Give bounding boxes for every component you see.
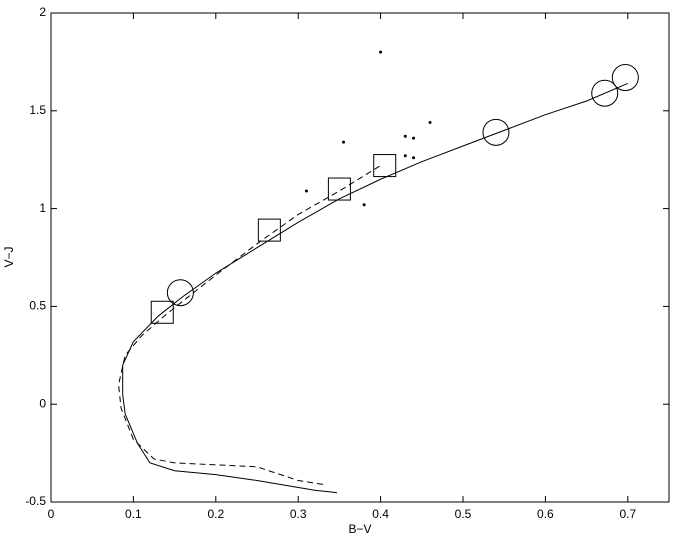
circle-marker bbox=[611, 64, 639, 92]
dot bbox=[403, 154, 407, 158]
dot bbox=[362, 203, 366, 207]
x-tick-label: 0.6 bbox=[537, 507, 554, 521]
x-tick-label: 0.4 bbox=[372, 507, 389, 521]
solid-line bbox=[122, 82, 628, 494]
y-tick-label: 1 bbox=[39, 201, 46, 215]
dot bbox=[403, 134, 407, 138]
x-axis-label: B−V bbox=[348, 522, 371, 536]
square-marker bbox=[373, 154, 397, 178]
plot-frame bbox=[50, 12, 670, 503]
dot bbox=[412, 156, 416, 160]
dot bbox=[412, 136, 416, 140]
square-marker bbox=[327, 177, 351, 201]
y-tick-label: -0.5 bbox=[25, 494, 46, 508]
y-tick-label: 0.5 bbox=[29, 299, 46, 313]
x-tick-label: 0 bbox=[48, 507, 55, 521]
dot bbox=[304, 189, 308, 193]
x-tick-label: 0.2 bbox=[207, 507, 224, 521]
circle-marker bbox=[591, 79, 619, 107]
y-tick-label: 0 bbox=[39, 396, 46, 410]
circle-marker bbox=[482, 118, 510, 146]
y-tick-label: 1.5 bbox=[29, 103, 46, 117]
dot bbox=[379, 50, 383, 54]
x-tick-label: 0.7 bbox=[619, 507, 636, 521]
y-axis-label: V−J bbox=[2, 246, 16, 267]
square-marker bbox=[150, 300, 174, 324]
dot bbox=[428, 121, 432, 125]
x-tick-label: 0.1 bbox=[125, 507, 142, 521]
x-tick-label: 0.5 bbox=[455, 507, 472, 521]
dot bbox=[342, 140, 346, 144]
dashed-line bbox=[118, 165, 381, 485]
square-marker bbox=[257, 218, 281, 242]
y-tick-label: 2 bbox=[39, 5, 46, 19]
circle-marker bbox=[166, 279, 194, 307]
x-tick-label: 0.3 bbox=[290, 507, 307, 521]
